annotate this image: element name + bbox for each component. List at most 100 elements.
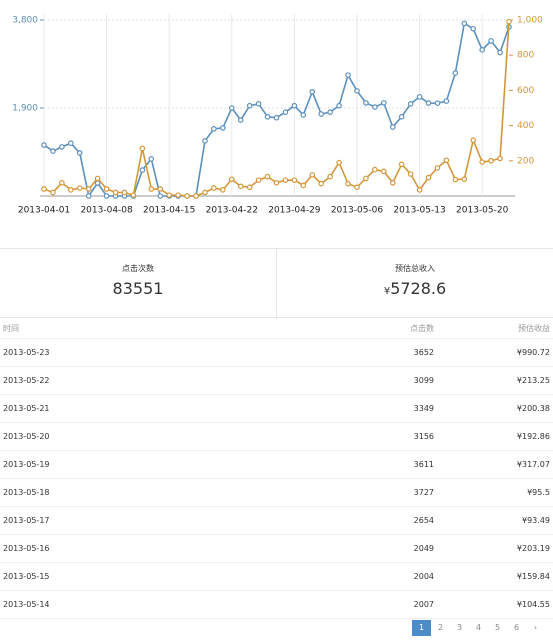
point — [184, 193, 190, 199]
x-tick-label: 2013-04-29 — [268, 206, 321, 216]
point — [479, 47, 485, 53]
point — [76, 150, 83, 156]
point — [434, 100, 441, 106]
point — [327, 173, 333, 180]
header-cell: 预估收益 — [518, 323, 550, 333]
point — [291, 177, 298, 183]
point — [103, 193, 110, 199]
point — [157, 186, 164, 192]
cell: 2013-05-16 — [3, 544, 50, 553]
cell: ¥159.84 — [516, 572, 550, 581]
cell: ¥93.49 — [522, 516, 550, 525]
cell: ¥317.07 — [516, 460, 550, 469]
cell: ¥990.72 — [516, 348, 550, 357]
point — [381, 168, 387, 175]
page-button[interactable]: 2 — [437, 623, 444, 632]
point — [228, 105, 235, 111]
next-button[interactable]: › — [533, 623, 538, 632]
page-button[interactable]: 4 — [475, 623, 482, 632]
cell: 2013-05-19 — [3, 460, 50, 469]
point — [202, 189, 208, 196]
point — [300, 182, 307, 189]
point — [497, 155, 503, 162]
x-tick-label: 2013-04-01 — [18, 206, 70, 216]
stat: 预估总收入 ¥5728.6 — [276, 249, 553, 317]
y2-tick-label: 400 — [517, 121, 534, 131]
stat-number: 83551 — [112, 279, 164, 298]
point — [193, 193, 199, 199]
point — [255, 101, 262, 107]
point — [407, 171, 414, 177]
point — [273, 114, 280, 121]
table-row: 2013-05-15 2004 ¥159.84 — [0, 563, 553, 591]
point — [211, 126, 217, 132]
point — [488, 38, 494, 44]
table-row: 2013-05-19 3611 ¥317.07 — [0, 451, 553, 479]
point — [121, 189, 128, 196]
point — [282, 177, 289, 183]
page-button[interactable]: 5 — [494, 623, 501, 632]
header-cell: 点击数 — [410, 323, 434, 333]
cell: 3727 — [413, 488, 434, 497]
point — [497, 49, 503, 56]
y-tick-label: 1,900 — [12, 104, 38, 114]
cell: ¥104.55 — [516, 600, 550, 609]
cell: 3156 — [413, 432, 434, 441]
point — [300, 112, 307, 118]
cell: 2013-05-15 — [3, 572, 50, 581]
x-tick-label: 2013-05-20 — [456, 206, 509, 216]
cell: 2004 — [413, 572, 434, 581]
point — [506, 18, 512, 25]
y2-tick-label: 200 — [517, 156, 534, 166]
cell: 2013-05-22 — [3, 376, 50, 385]
point — [345, 72, 351, 78]
point — [327, 109, 333, 115]
point — [336, 159, 342, 166]
point — [220, 125, 226, 131]
stat-number: 5728.6 — [390, 279, 447, 298]
table-row: 2013-05-17 2654 ¥93.49 — [0, 507, 553, 535]
page-button[interactable]: 3 — [456, 623, 463, 632]
cell: ¥192.86 — [516, 432, 550, 441]
point — [452, 176, 459, 183]
table-row: 2013-05-16 2049 ¥203.19 — [0, 535, 553, 563]
point — [354, 184, 360, 191]
point — [470, 137, 477, 143]
point — [264, 173, 271, 180]
table-row: 2013-05-23 3652 ¥990.72 — [0, 339, 553, 367]
point — [94, 180, 101, 186]
page-button[interactable]: 6 — [513, 623, 520, 632]
point — [389, 124, 396, 130]
point — [59, 180, 65, 186]
cell: 2654 — [413, 516, 434, 525]
stat: 点击次数 83551 — [0, 249, 276, 317]
y2-tick-label: 1,000 — [517, 16, 543, 26]
point — [354, 88, 360, 94]
point — [443, 157, 450, 164]
page-button[interactable]: 1 — [412, 620, 431, 636]
point — [488, 157, 494, 164]
point — [148, 156, 155, 162]
point — [434, 165, 441, 171]
point — [309, 88, 316, 95]
x-tick-label: 2013-04-22 — [206, 206, 258, 216]
point — [345, 180, 351, 187]
point — [336, 102, 342, 109]
point — [398, 161, 405, 168]
table-row: 2013-05-21 3349 ¥200.38 — [0, 395, 553, 423]
cell: 3099 — [413, 376, 434, 385]
x-tick-label: 2013-05-06 — [331, 206, 384, 216]
cell: 2049 — [413, 544, 434, 553]
point — [85, 186, 92, 192]
cell: ¥213.25 — [516, 376, 550, 385]
point — [68, 187, 74, 193]
point — [443, 98, 450, 104]
point — [309, 172, 316, 178]
cell: ¥200.38 — [516, 404, 550, 413]
point — [85, 193, 92, 199]
point — [452, 70, 459, 76]
x-tick-label: 2013-04-15 — [143, 206, 195, 216]
point — [220, 187, 226, 193]
cell: 3611 — [413, 460, 434, 469]
